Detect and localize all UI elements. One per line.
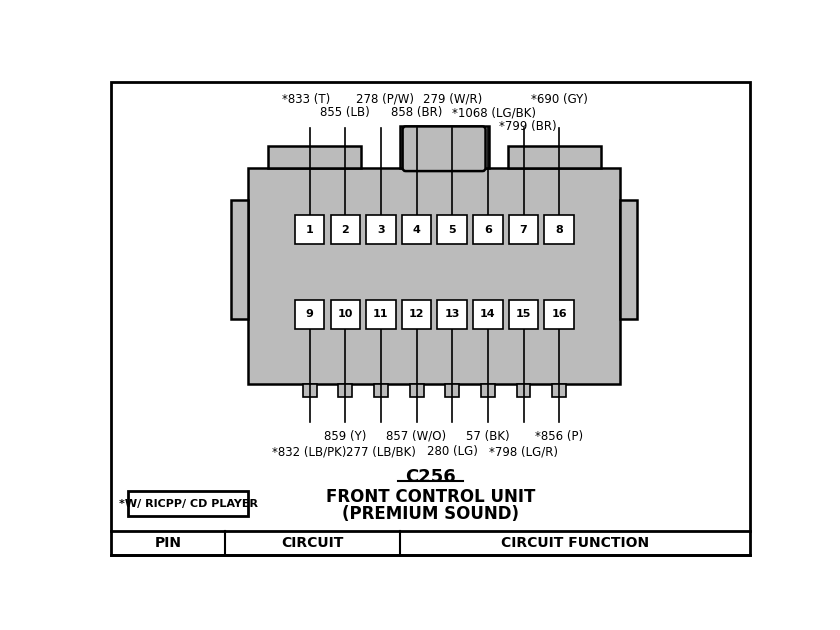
Text: *1068 (LG/BK): *1068 (LG/BK) xyxy=(452,106,536,120)
Bar xyxy=(400,125,489,168)
Bar xyxy=(268,146,360,168)
Bar xyxy=(473,215,502,244)
Text: 858 (BR): 858 (BR) xyxy=(391,106,442,120)
Bar xyxy=(621,200,638,319)
Text: 9: 9 xyxy=(306,309,313,319)
Text: 57 (BK): 57 (BK) xyxy=(466,430,510,443)
Bar xyxy=(249,168,621,384)
Bar xyxy=(445,384,459,398)
Text: 279 (W/R): 279 (W/R) xyxy=(423,93,482,106)
Bar xyxy=(402,300,431,329)
Text: 11: 11 xyxy=(373,309,389,319)
Bar xyxy=(339,384,352,398)
Text: *798 (LG/R): *798 (LG/R) xyxy=(489,445,558,458)
Bar xyxy=(544,215,574,244)
Text: C256: C256 xyxy=(405,468,456,486)
Text: 859 (Y): 859 (Y) xyxy=(324,430,366,443)
Text: *W/ RICPP/ CD PLAYER: *W/ RICPP/ CD PLAYER xyxy=(118,499,258,508)
Bar xyxy=(302,384,317,398)
Text: 277 (LB/BK): 277 (LB/BK) xyxy=(346,445,416,458)
Text: 857 (W/O): 857 (W/O) xyxy=(386,430,447,443)
Bar xyxy=(366,215,396,244)
Bar xyxy=(509,215,538,244)
Bar xyxy=(366,300,396,329)
Text: 4: 4 xyxy=(412,225,421,234)
Text: 14: 14 xyxy=(480,309,496,319)
Text: (PREMIUM SOUND): (PREMIUM SOUND) xyxy=(342,505,519,524)
Text: *856 (P): *856 (P) xyxy=(535,430,583,443)
Text: *799 (BR): *799 (BR) xyxy=(499,120,556,134)
FancyBboxPatch shape xyxy=(402,127,486,171)
Text: 10: 10 xyxy=(338,309,353,319)
Text: 12: 12 xyxy=(409,309,424,319)
Text: *690 (GY): *690 (GY) xyxy=(531,93,588,106)
Bar xyxy=(374,384,388,398)
Text: 6: 6 xyxy=(484,225,491,234)
Text: 16: 16 xyxy=(551,309,567,319)
Bar xyxy=(509,300,538,329)
Text: CIRCUIT FUNCTION: CIRCUIT FUNCTION xyxy=(501,536,648,550)
Bar xyxy=(295,300,324,329)
Text: CIRCUIT: CIRCUIT xyxy=(281,536,344,550)
Bar xyxy=(231,200,249,319)
Bar xyxy=(552,384,566,398)
Bar xyxy=(410,384,423,398)
Text: 2: 2 xyxy=(341,225,349,234)
Bar xyxy=(330,215,360,244)
Bar xyxy=(402,215,431,244)
Bar xyxy=(438,300,467,329)
Text: 5: 5 xyxy=(449,225,456,234)
Text: 7: 7 xyxy=(520,225,528,234)
Text: 8: 8 xyxy=(555,225,563,234)
Text: 855 (LB): 855 (LB) xyxy=(320,106,370,120)
Bar xyxy=(473,300,502,329)
Text: 15: 15 xyxy=(516,309,531,319)
Bar xyxy=(544,300,574,329)
Text: 280 (LG): 280 (LG) xyxy=(427,445,478,458)
Text: 1: 1 xyxy=(306,225,313,234)
Text: PIN: PIN xyxy=(155,536,181,550)
Bar xyxy=(330,300,360,329)
Text: 3: 3 xyxy=(377,225,385,234)
Bar xyxy=(480,384,495,398)
Text: 278 (P/W): 278 (P/W) xyxy=(356,93,414,106)
Text: 13: 13 xyxy=(444,309,459,319)
Bar xyxy=(129,491,249,516)
Bar xyxy=(517,384,531,398)
Text: *833 (T): *833 (T) xyxy=(281,93,330,106)
Text: *832 (LB/PK): *832 (LB/PK) xyxy=(272,445,347,458)
Text: FRONT CONTROL UNIT: FRONT CONTROL UNIT xyxy=(326,488,535,505)
Bar xyxy=(438,215,467,244)
Bar xyxy=(508,146,601,168)
Bar xyxy=(295,215,324,244)
